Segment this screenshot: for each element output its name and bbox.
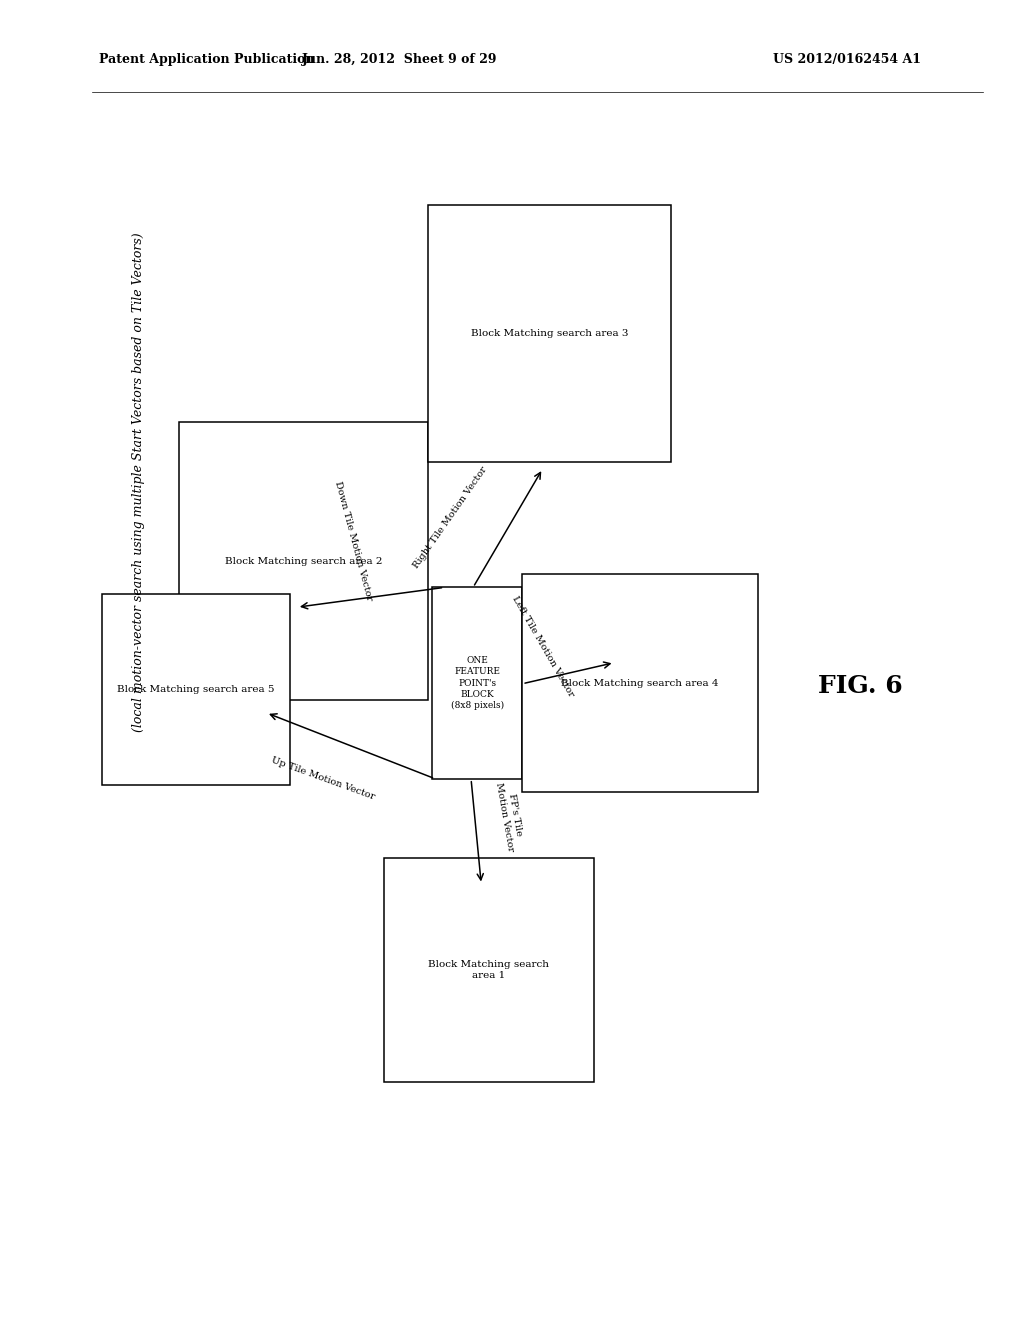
Text: FP's Tile
Motion Vector: FP's Tile Motion Vector bbox=[495, 780, 525, 851]
Text: Block Matching search
area 1: Block Matching search area 1 bbox=[428, 960, 550, 981]
Text: US 2012/0162454 A1: US 2012/0162454 A1 bbox=[773, 53, 922, 66]
Bar bbox=[428, 205, 671, 462]
Bar bbox=[384, 858, 594, 1082]
Text: Jun. 28, 2012  Sheet 9 of 29: Jun. 28, 2012 Sheet 9 of 29 bbox=[302, 53, 497, 66]
Text: Patent Application Publication: Patent Application Publication bbox=[99, 53, 314, 66]
Text: Block Matching search area 5: Block Matching search area 5 bbox=[118, 685, 274, 694]
Text: FIG. 6: FIG. 6 bbox=[818, 675, 902, 698]
Bar bbox=[522, 574, 758, 792]
Text: Block Matching search area 4: Block Matching search area 4 bbox=[561, 678, 719, 688]
Bar bbox=[102, 594, 290, 785]
Bar bbox=[179, 422, 428, 700]
Bar bbox=[432, 587, 522, 779]
Text: Right Tile Motion Vector: Right Tile Motion Vector bbox=[412, 465, 489, 570]
Text: ONE
FEATURE
POINT's
BLOCK
(8x8 pixels): ONE FEATURE POINT's BLOCK (8x8 pixels) bbox=[451, 656, 504, 710]
Text: (local motion-vector search using multiple Start Vectors based on Tile Vectors): (local motion-vector search using multip… bbox=[132, 232, 144, 731]
Text: Up Tile Motion Vector: Up Tile Motion Vector bbox=[269, 756, 376, 801]
Text: Block Matching search area 2: Block Matching search area 2 bbox=[225, 557, 382, 565]
Text: Left Tile Motion Vector: Left Tile Motion Vector bbox=[510, 595, 575, 698]
Text: Down Tile Motion Vector: Down Tile Motion Vector bbox=[333, 480, 374, 602]
Text: Block Matching search area 3: Block Matching search area 3 bbox=[471, 329, 628, 338]
